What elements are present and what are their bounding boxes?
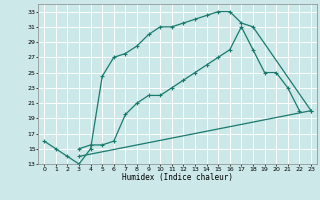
X-axis label: Humidex (Indice chaleur): Humidex (Indice chaleur) xyxy=(122,173,233,182)
